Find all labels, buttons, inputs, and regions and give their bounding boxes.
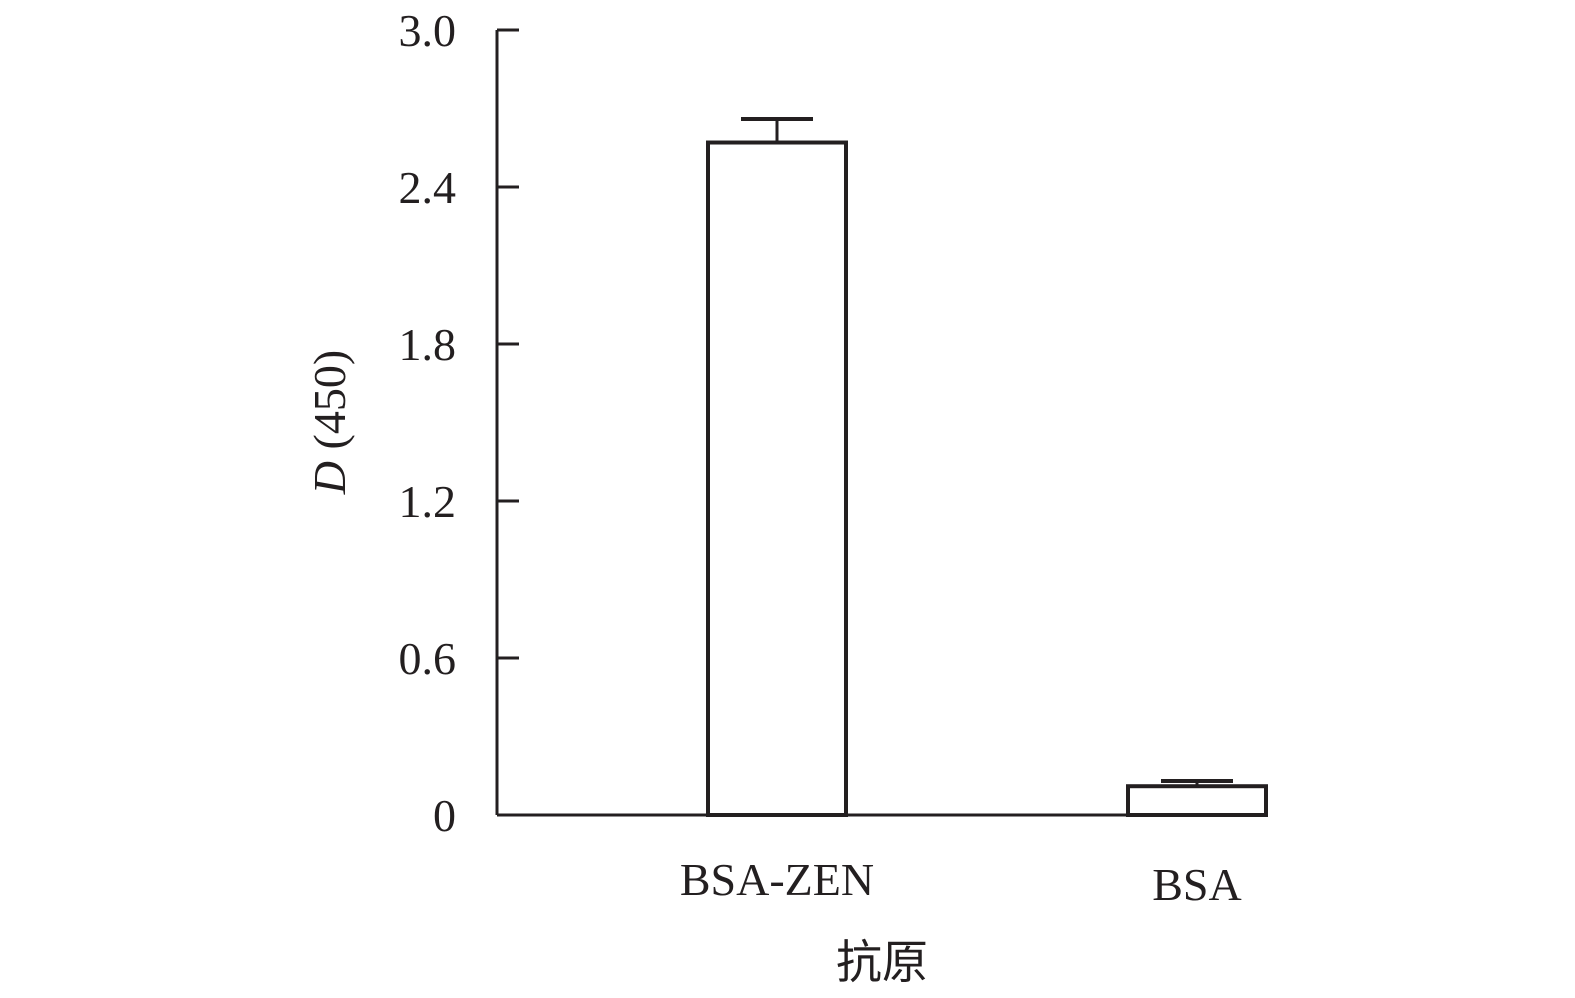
y-tick-label: 3.0 [399, 5, 457, 56]
y-tick-label: 0.6 [399, 633, 457, 684]
y-tick-label: 1.8 [399, 319, 457, 370]
y-axis: 0 0.6 1.2 1.8 2.4 3.0 [399, 5, 519, 841]
bars [706, 116, 1268, 818]
bar [1126, 784, 1268, 818]
y-axis-title-rest: (450) [304, 350, 355, 461]
y-axis-title-italic: D [304, 461, 355, 495]
x-axis-title: 抗原 [836, 937, 928, 988]
bar [706, 140, 848, 817]
y-tick-label: 2.4 [399, 162, 457, 213]
x-category-label: BSA-ZEN [680, 854, 874, 905]
x-category-label: BSA [1152, 859, 1241, 910]
y-axis-title: D (450) [304, 350, 355, 495]
x-axis: BSA-ZEN BSA [497, 813, 1268, 910]
y-tick-label: 1.2 [399, 476, 457, 527]
y-tick-label: 0 [433, 790, 456, 841]
